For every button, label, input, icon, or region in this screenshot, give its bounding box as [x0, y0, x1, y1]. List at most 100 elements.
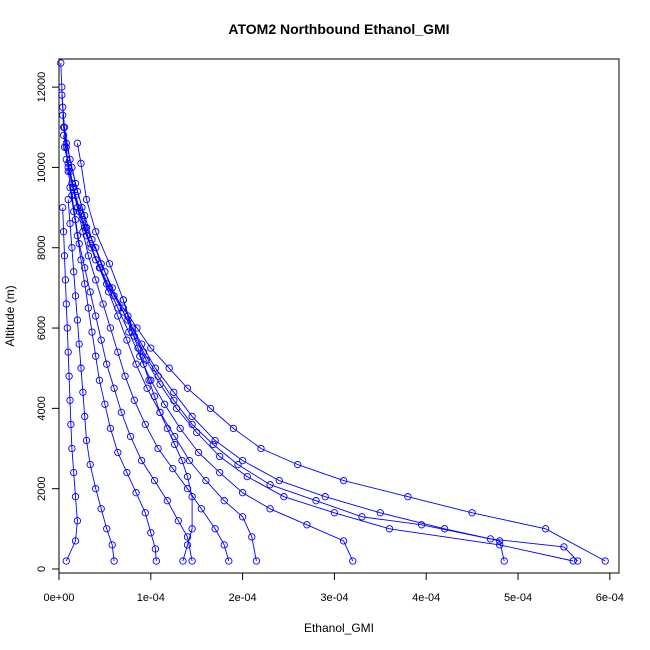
- data-point: [73, 517, 82, 525]
- data-point: [163, 497, 171, 505]
- series-10: [59, 203, 82, 565]
- series-5: [60, 143, 261, 565]
- data-point: [114, 312, 122, 320]
- data-point: [339, 476, 348, 485]
- series-line: [69, 187, 157, 562]
- data-point: [280, 493, 288, 501]
- data-point: [62, 139, 70, 147]
- series-12: [119, 296, 196, 565]
- data-point: [77, 256, 85, 264]
- data-point: [123, 468, 131, 477]
- data-point: [266, 505, 274, 513]
- x-tick-label: 6e-04: [596, 592, 624, 604]
- data-point: [486, 535, 495, 543]
- data-point: [62, 557, 70, 565]
- data-point: [266, 481, 274, 489]
- y-tick-label: 0: [36, 566, 48, 572]
- data-point: [385, 525, 394, 533]
- data-point: [75, 340, 83, 348]
- data-point: [134, 344, 142, 352]
- data-point: [339, 537, 348, 545]
- data-point: [130, 396, 138, 404]
- data-point: [77, 159, 85, 168]
- series-line: [60, 62, 606, 562]
- data-point: [59, 111, 67, 119]
- data-point: [82, 436, 91, 445]
- x-tick-label: 1e-04: [137, 592, 165, 604]
- y-tick-label: 10000: [36, 152, 48, 183]
- series-7: [64, 167, 196, 565]
- data-point: [137, 456, 146, 465]
- y-axis: 0 2000 4000 6000 8000 10000 12000: [36, 72, 60, 572]
- data-point: [541, 525, 550, 533]
- data-point: [92, 228, 100, 236]
- x-tick-label: 5e-04: [504, 592, 532, 604]
- data-point: [92, 276, 100, 284]
- data-point: [154, 444, 162, 453]
- data-point: [404, 493, 412, 501]
- data-point: [108, 541, 116, 549]
- data-point: [66, 183, 74, 192]
- data-point: [165, 364, 173, 372]
- data-point: [560, 543, 568, 551]
- data-point: [70, 268, 78, 276]
- data-point: [71, 493, 80, 501]
- data-point: [206, 404, 215, 413]
- data-point: [101, 268, 109, 276]
- series-9: [64, 195, 118, 565]
- series-line: [64, 147, 257, 562]
- data-point: [468, 509, 476, 517]
- data-point: [121, 372, 129, 380]
- data-point: [569, 557, 577, 565]
- x-axis-label: Ethanol_GMI: [304, 621, 374, 635]
- data-point: [79, 228, 87, 236]
- data-point: [99, 300, 107, 308]
- data-point: [220, 497, 228, 505]
- series-line: [67, 171, 193, 562]
- data-point: [152, 557, 160, 565]
- data-point: [106, 324, 115, 332]
- data-point: [126, 432, 135, 441]
- data-point: [114, 448, 122, 457]
- data-point: [133, 324, 141, 332]
- data-point: [79, 388, 87, 396]
- series-line: [67, 199, 115, 562]
- data-point: [169, 464, 177, 473]
- data-point: [183, 533, 192, 541]
- data-point: [312, 497, 320, 505]
- data-point: [183, 384, 192, 392]
- data-point: [252, 557, 261, 565]
- y-tick-label: 2000: [36, 476, 48, 500]
- y-tick-label: 12000: [36, 72, 48, 103]
- data-point: [303, 521, 311, 529]
- data-point: [81, 264, 89, 272]
- series-line: [61, 95, 505, 562]
- data-point: [147, 529, 155, 537]
- data-point: [110, 384, 118, 392]
- data-point: [321, 493, 329, 501]
- data-point: [62, 300, 70, 308]
- data-point: [123, 336, 131, 344]
- data-point: [170, 396, 178, 404]
- data-point: [66, 219, 74, 228]
- data-point: [171, 440, 179, 449]
- data-point: [57, 59, 65, 67]
- series-line: [122, 299, 193, 562]
- data-point: [179, 557, 187, 565]
- data-point: [143, 384, 151, 392]
- data-point: [86, 240, 94, 248]
- data-point: [92, 244, 100, 252]
- data-point: [294, 460, 302, 469]
- data-point: [62, 155, 70, 164]
- data-point: [188, 525, 196, 533]
- data-point: [417, 521, 426, 529]
- data-point: [73, 139, 82, 147]
- data-point: [59, 203, 67, 212]
- data-point: [124, 312, 132, 320]
- y-axis-label: Altitude (m): [3, 285, 17, 346]
- data-point: [104, 288, 113, 296]
- data-point: [211, 436, 219, 445]
- data-point: [160, 400, 169, 408]
- data-point: [197, 505, 205, 513]
